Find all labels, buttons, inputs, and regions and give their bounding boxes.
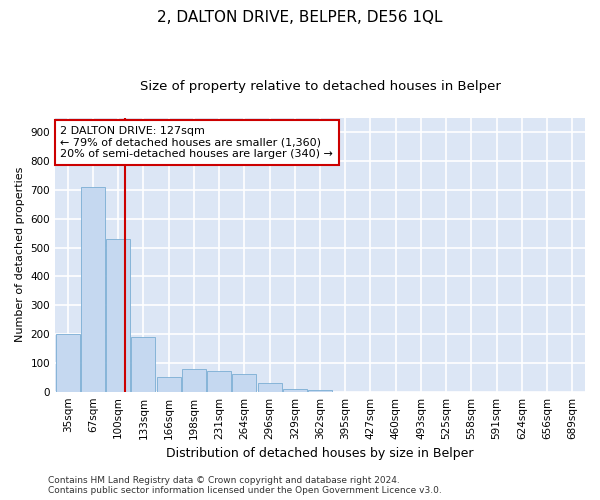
Text: Contains HM Land Registry data © Crown copyright and database right 2024.
Contai: Contains HM Land Registry data © Crown c… — [48, 476, 442, 495]
Bar — [157, 378, 181, 392]
Bar — [283, 389, 307, 392]
Bar — [182, 368, 206, 392]
Bar — [106, 239, 130, 392]
Bar — [207, 372, 231, 392]
Title: Size of property relative to detached houses in Belper: Size of property relative to detached ho… — [140, 80, 500, 93]
Text: 2 DALTON DRIVE: 127sqm
← 79% of detached houses are smaller (1,360)
20% of semi-: 2 DALTON DRIVE: 127sqm ← 79% of detached… — [61, 126, 333, 159]
Bar — [81, 187, 105, 392]
X-axis label: Distribution of detached houses by size in Belper: Distribution of detached houses by size … — [166, 447, 474, 460]
Bar — [232, 374, 256, 392]
Bar — [257, 383, 281, 392]
Bar — [56, 334, 80, 392]
Text: 2, DALTON DRIVE, BELPER, DE56 1QL: 2, DALTON DRIVE, BELPER, DE56 1QL — [157, 10, 443, 25]
Bar — [308, 390, 332, 392]
Bar — [131, 337, 155, 392]
Y-axis label: Number of detached properties: Number of detached properties — [15, 167, 25, 342]
